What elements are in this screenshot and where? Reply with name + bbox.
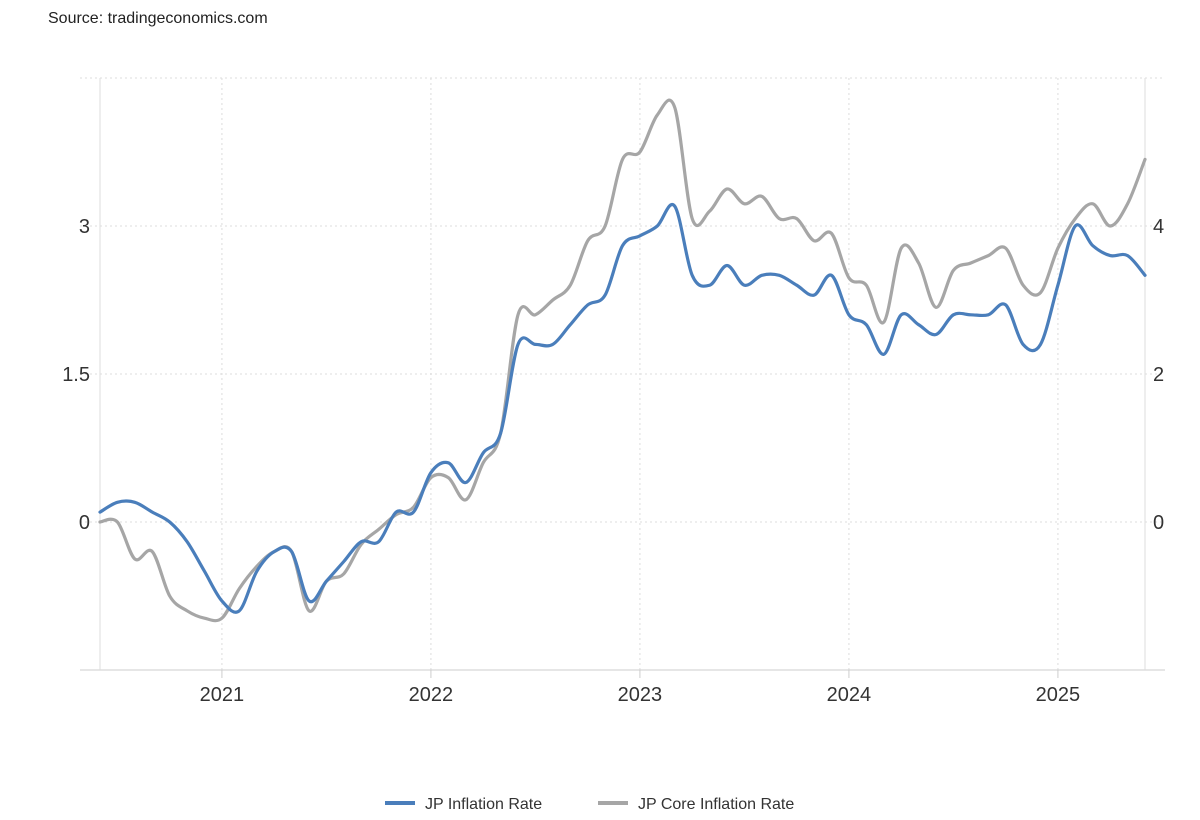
source-label: Source: tradingeconomics.com (48, 10, 268, 27)
legend-item-jp-core-inflation-rate[interactable]: JP Core Inflation Rate (598, 796, 794, 813)
y-left-tick-label: 1.5 (62, 364, 90, 386)
y-left-tick-label: 0 (79, 512, 90, 534)
axes: 0 1.5 3 0 2 4 2021 2022 2023 2024 2025 (62, 78, 1165, 706)
x-tick-label: 2025 (1036, 684, 1081, 706)
series-line-jp-core-inflation-rate (98, 98, 1147, 623)
legend: JP Inflation Rate JP Core Inflation Rate (385, 796, 794, 813)
y-right-tick-label: 0 (1153, 512, 1164, 534)
x-tick-label: 2021 (200, 684, 245, 706)
y-right-tick-label: 2 (1153, 364, 1164, 386)
x-tick-label: 2023 (618, 684, 663, 706)
x-tick-label: 2022 (409, 684, 454, 706)
grid (80, 77, 1165, 670)
legend-label: JP Inflation Rate (425, 796, 542, 813)
series-line-jp-inflation-rate (98, 202, 1147, 614)
legend-label: JP Core Inflation Rate (638, 796, 794, 813)
x-tick-label: 2024 (827, 684, 872, 706)
series-layer (98, 98, 1147, 623)
legend-item-jp-inflation-rate[interactable]: JP Inflation Rate (385, 796, 542, 813)
y-right-tick-label: 4 (1153, 216, 1164, 238)
y-left-tick-label: 3 (79, 216, 90, 238)
